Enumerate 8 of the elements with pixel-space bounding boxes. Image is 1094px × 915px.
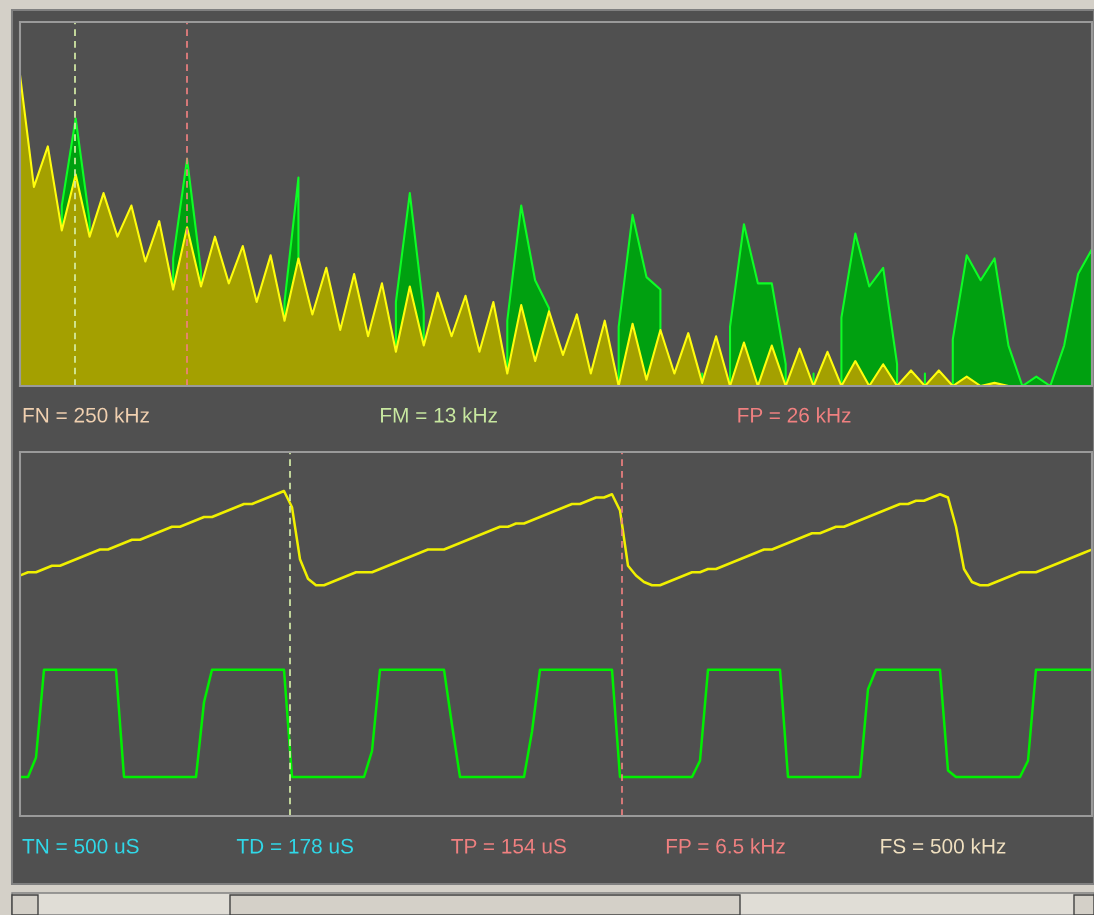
- text: TN = 500 uS: [22, 838, 139, 854]
- text: TP = 154 uS: [451, 838, 566, 854]
- text: TD = 178 uS: [236, 838, 353, 854]
- text: FS = 500 kHz: [881, 838, 1006, 854]
- text: FP = 26 kHz: [738, 407, 851, 423]
- text: FP = 6.5 kHz: [666, 838, 785, 854]
- text: FN = 250 kHz: [23, 407, 149, 423]
- text: FM = 13 kHz: [381, 407, 497, 423]
